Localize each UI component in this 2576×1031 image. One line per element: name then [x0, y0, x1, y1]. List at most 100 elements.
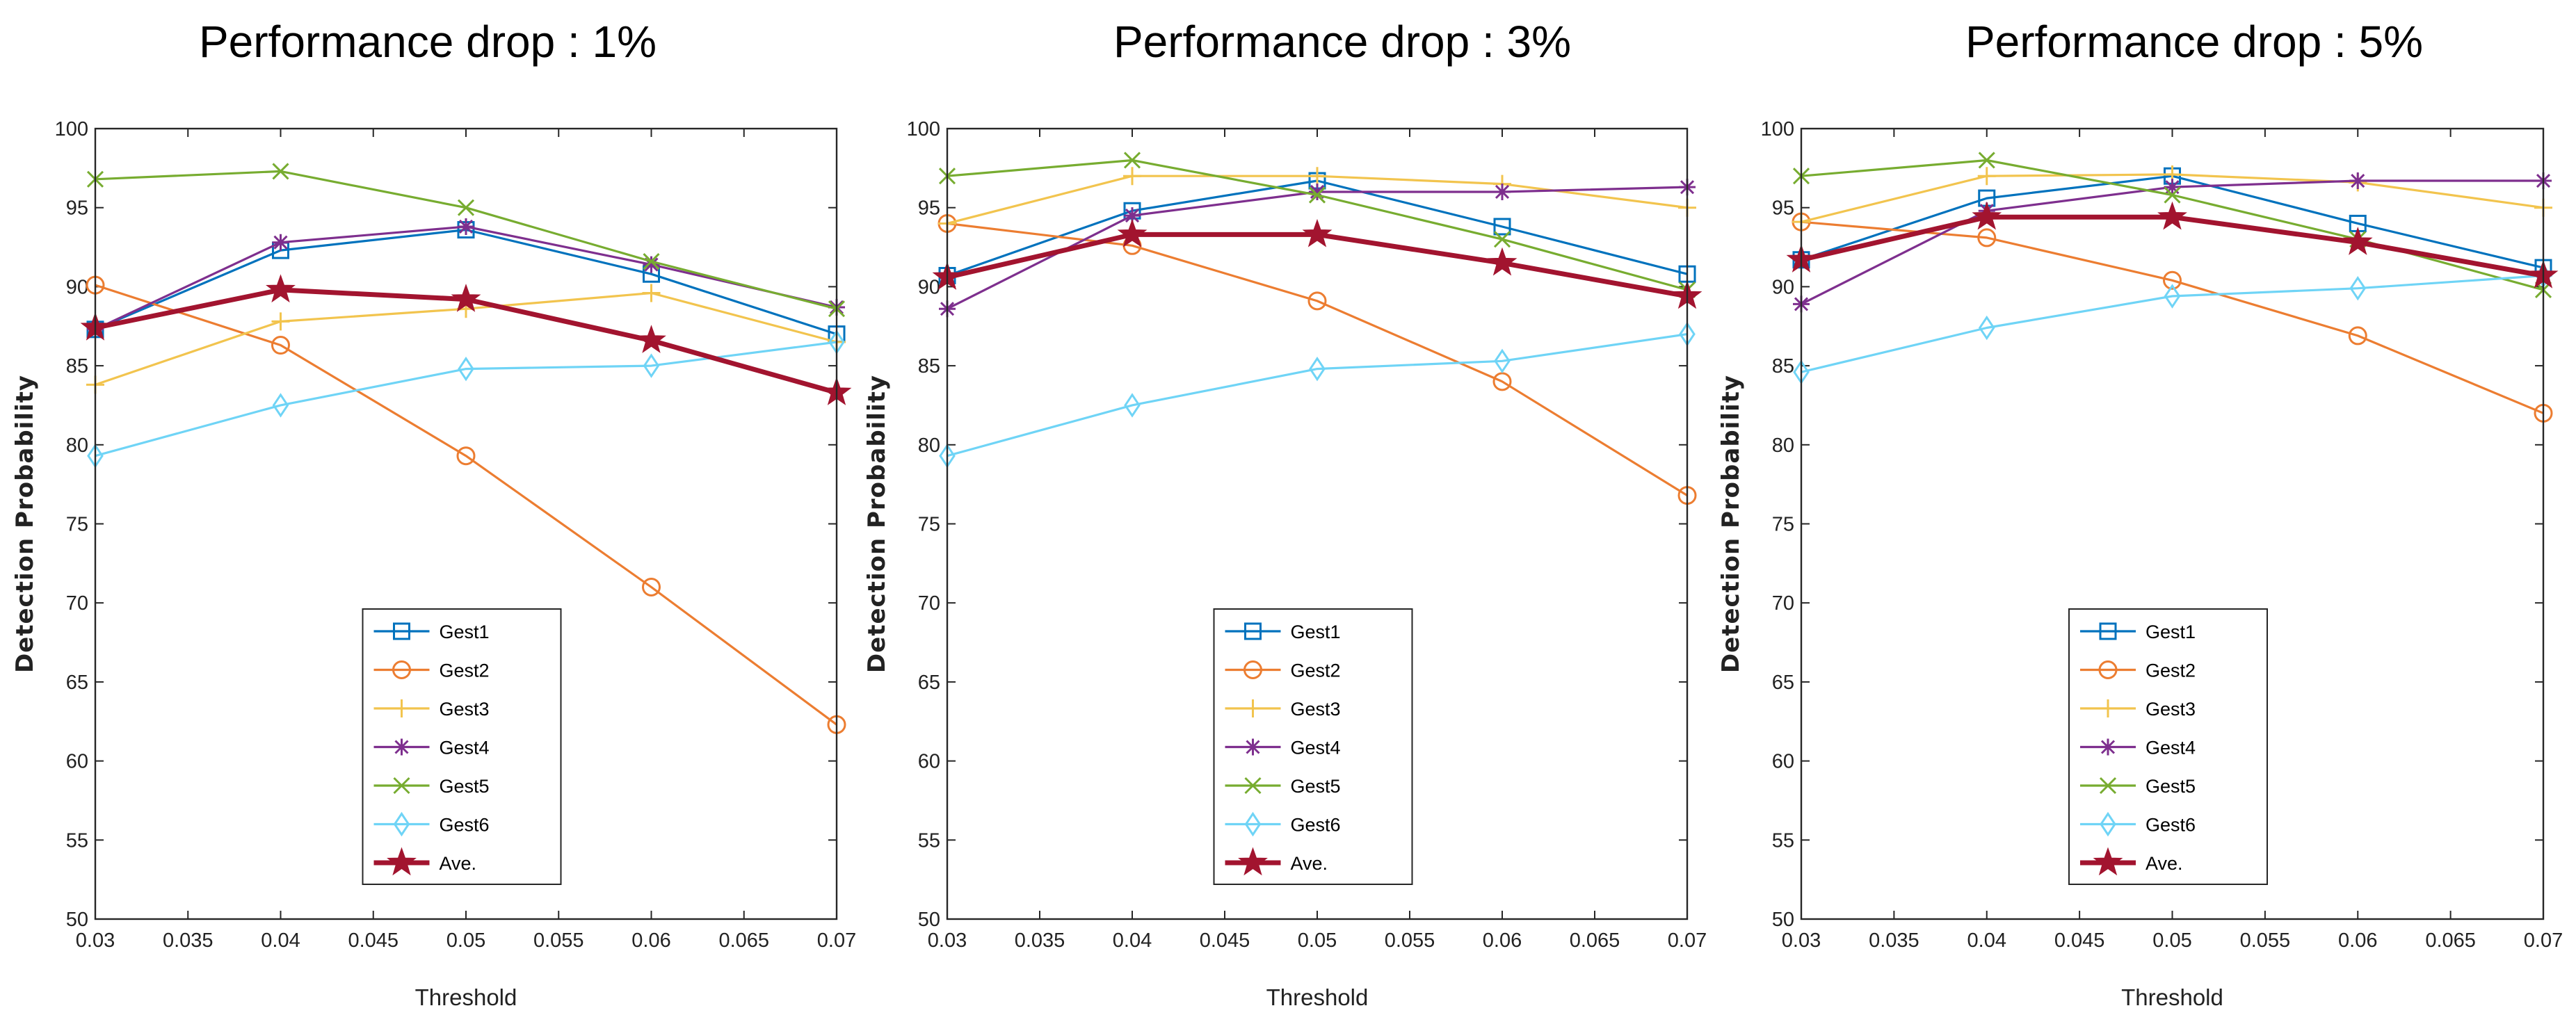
data-point: [458, 218, 474, 235]
y-tick-label: 70: [918, 592, 940, 615]
legend-label: Gest2: [1291, 660, 1341, 681]
y-tick-label: 55: [1772, 829, 1794, 852]
data-point: [271, 312, 290, 331]
legend-marker: [1243, 660, 1262, 679]
series-line: [947, 222, 1688, 496]
legend-label: Gest5: [2146, 776, 2196, 797]
legend-marker: [1244, 811, 1262, 837]
x-axis-label: Threshold: [2121, 984, 2223, 1010]
legend-marker: [387, 847, 417, 876]
data-point: [1494, 348, 1511, 373]
y-tick-label: 80: [918, 435, 940, 457]
x-tick-label: 0.07: [817, 929, 856, 952]
legend-marker: [2099, 777, 2117, 795]
y-tick-label: 80: [66, 435, 88, 457]
y-tick-label: 65: [1772, 672, 1794, 694]
legend-marker: [393, 738, 410, 756]
legend-label: Gest1: [2146, 622, 2196, 642]
data-point: [271, 336, 290, 355]
y-tick-label: 75: [1772, 514, 1794, 536]
legend-label: Gest5: [440, 776, 490, 797]
data-point: [2164, 186, 2181, 204]
plot-frame: [94, 127, 838, 920]
legend-marker: [1243, 699, 1262, 717]
x-axis-label: Threshold: [1266, 984, 1369, 1010]
x-tick-label: 0.055: [533, 929, 584, 952]
legend-label: Gest4: [1291, 738, 1341, 758]
data-point: [1494, 183, 1511, 200]
legend-marker: [2100, 811, 2116, 837]
y-tick-label: 55: [918, 829, 940, 852]
data-point: [1124, 207, 1141, 225]
legend-marker: [393, 622, 410, 640]
y-tick-label: 60: [918, 751, 940, 773]
data-point: [1309, 183, 1326, 200]
x-tick-label: 0.045: [2054, 929, 2105, 952]
legend-marker: [392, 699, 411, 717]
data-point: [636, 325, 666, 353]
data-point: [1308, 186, 1326, 204]
legend-entry: Gest6: [1225, 811, 1341, 837]
legend-label: Gest2: [2146, 660, 2196, 681]
x-tick-label: 0.06: [2338, 929, 2377, 952]
legend-entry: Gest1: [1225, 622, 1341, 642]
legend: Gest1 Gest2 Gest3 Gest4 Gest5 Gest6 Ave.: [362, 608, 562, 885]
y-tick-label: 100: [1761, 118, 1794, 140]
data-point: [643, 353, 660, 378]
y-tick-label: 95: [918, 197, 940, 220]
data-point: [1977, 228, 1997, 247]
data-point: [1978, 152, 1995, 169]
chart-panel-1: Performance drop : 1% 50 55 60 65 70 75 80 85 90 9…: [11, 17, 856, 1010]
legend-marker: [1244, 777, 1262, 795]
data-point: [457, 199, 475, 216]
legend-entry: Gest6: [373, 811, 490, 837]
legend-marker: [2093, 847, 2123, 876]
legend-entry: Ave.: [373, 847, 476, 876]
x-tick-label: 0.07: [1668, 929, 1707, 952]
data-point: [458, 356, 474, 382]
legend: Gest1 Gest2 Gest3 Gest4 Gest5 Gest6 Ave.: [1213, 608, 1413, 885]
legend-entry: Gest1: [2080, 622, 2196, 642]
data-point: [2349, 275, 2367, 301]
y-tick-label: 95: [66, 197, 88, 220]
legend-marker: [2099, 622, 2117, 640]
y-tick-label: 85: [918, 355, 940, 378]
y-tick-label: 60: [66, 751, 88, 773]
x-tick-label: 0.055: [1385, 929, 1435, 952]
x-tick-label: 0.03: [1782, 929, 1821, 952]
x-tick-label: 0.035: [1869, 929, 1919, 952]
data-point: [2349, 172, 2367, 190]
y-tick-label: 50: [918, 909, 940, 931]
data-point: [1972, 201, 2002, 230]
x-tick-label: 0.04: [1967, 929, 2006, 952]
x-tick-label: 0.04: [261, 929, 300, 952]
chart-panel-2: Performance drop : 3% 50 55 60 65 70 75 80 85 90 9…: [863, 17, 1707, 1010]
plot-frame: [946, 127, 1689, 920]
legend-marker: [2100, 738, 2116, 756]
legend-marker: [392, 660, 411, 679]
data-point: [2348, 326, 2367, 346]
legend-label: Gest6: [2146, 815, 2196, 836]
y-tick-label: 100: [907, 118, 940, 140]
y-tick-label: 60: [1772, 751, 1794, 773]
data-point: [1978, 315, 1995, 341]
x-tick-label: 0.04: [1113, 929, 1152, 952]
legend-label: Gest6: [1291, 815, 1341, 836]
y-tick-label: 70: [66, 592, 88, 615]
data-point: [2157, 201, 2187, 230]
legend-entry: Gest4: [2080, 738, 2196, 758]
data-point: [1302, 218, 1333, 247]
x-tick-label: 0.06: [631, 929, 670, 952]
legend-marker: [393, 777, 410, 795]
y-axis-label: Detection Probability: [863, 375, 891, 673]
legend-marker: [1244, 622, 1262, 640]
x-tick-label: 0.03: [76, 929, 115, 952]
chart-title: Performance drop : 1%: [199, 17, 657, 67]
legend-marker: [1238, 847, 1268, 876]
x-tick-label: 0.045: [348, 929, 399, 952]
series-line: [1801, 274, 2544, 373]
legend-entry: Gest5: [373, 776, 490, 797]
x-tick-label: 0.035: [1015, 929, 1065, 952]
x-tick-label: 0.065: [1570, 929, 1620, 952]
x-tick-label: 0.035: [163, 929, 214, 952]
